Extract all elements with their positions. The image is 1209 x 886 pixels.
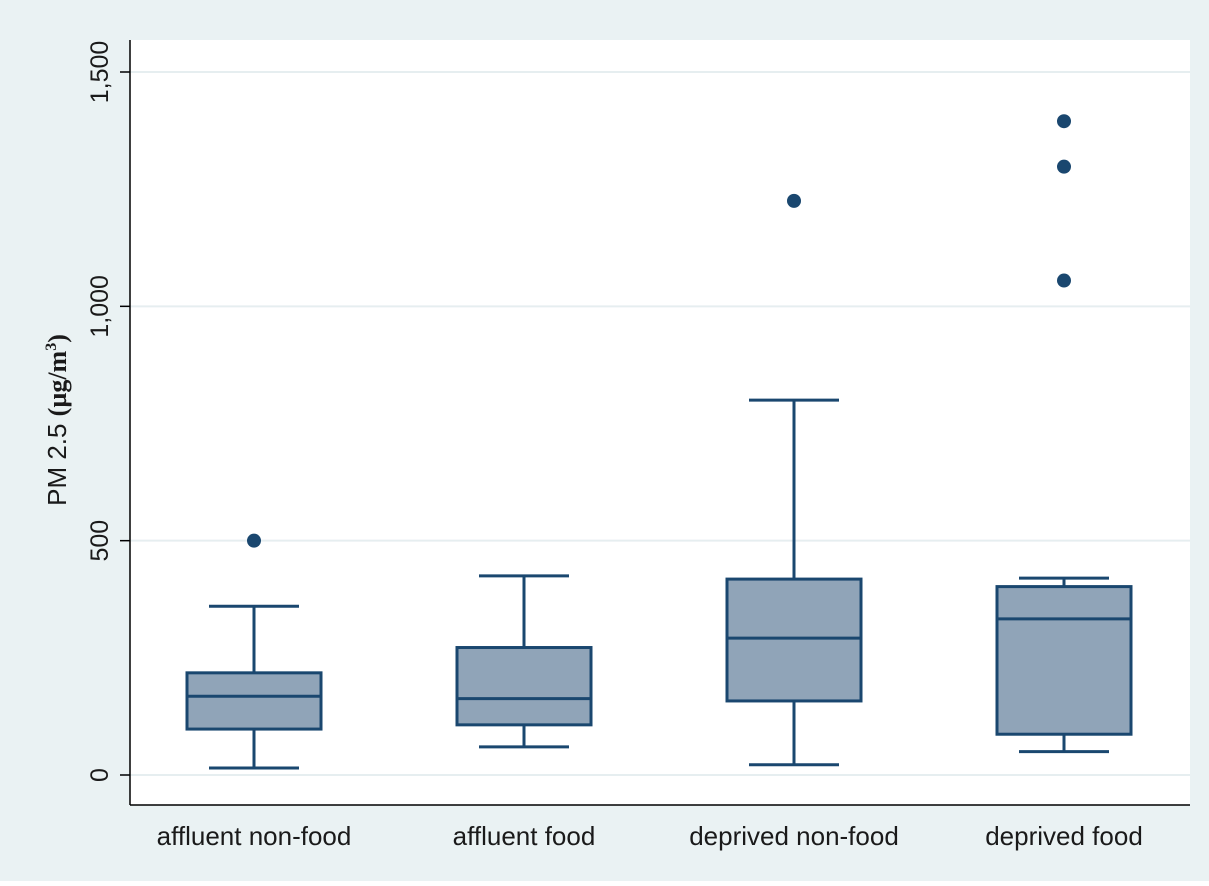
outlier-point (1057, 159, 1071, 174)
y-axis-ticks: 0 500 1,000 1,500 (86, 41, 130, 782)
interquartile-box (455, 646, 593, 727)
outlier-point (247, 533, 261, 548)
y-axis-title: PM 2.5 (µg/m3) (42, 334, 72, 506)
box-2 (455, 574, 593, 749)
x-category-label-3: deprived non-food (689, 821, 899, 851)
box-1 (185, 533, 323, 770)
interquartile-box (725, 577, 863, 703)
y-tick-label-1500: 1,500 (86, 41, 114, 104)
box-4 (995, 114, 1133, 754)
axes (129, 40, 1190, 806)
interquartile-box (185, 671, 323, 731)
y-tick-label-500: 500 (86, 520, 114, 562)
y-axis-title-main: PM 2.5 (42, 416, 72, 506)
box-3 (725, 193, 863, 767)
x-axis-category-labels: affluent non-food affluent food deprived n… (157, 821, 1143, 851)
y-axis-title-unit-superscript: 3 (43, 343, 60, 351)
y-axis-title-unit: (µg/m (43, 350, 72, 416)
y-tick-label-1000: 1,000 (86, 275, 114, 338)
outlier-point (1057, 273, 1071, 288)
x-category-label-1: affluent non-food (157, 821, 352, 851)
interquartile-box (995, 585, 1133, 736)
y-axis-title-unit-close: ) (43, 334, 72, 343)
outlier-point (1057, 114, 1071, 129)
box-series (185, 114, 1133, 770)
x-category-label-2: affluent food (453, 821, 596, 851)
gridlines (130, 71, 1190, 776)
outlier-point (787, 193, 801, 208)
y-tick-label-0: 0 (86, 768, 114, 782)
x-category-label-4: deprived food (985, 821, 1143, 851)
